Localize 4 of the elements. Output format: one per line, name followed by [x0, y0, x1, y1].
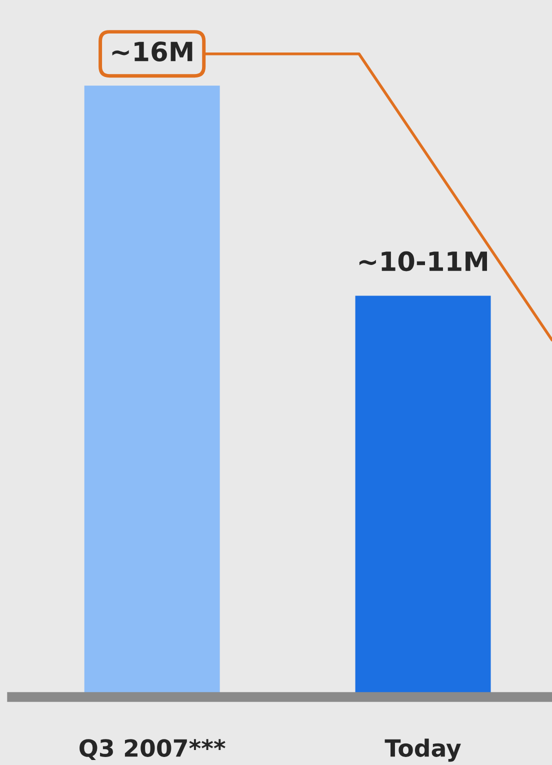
- x-tick-label: Today: [384, 738, 461, 762]
- data-label: ~10-11M: [359, 251, 487, 272]
- data-label: ~16M: [112, 42, 192, 62]
- x-tick-label: Q3 2007***: [80, 739, 226, 760]
